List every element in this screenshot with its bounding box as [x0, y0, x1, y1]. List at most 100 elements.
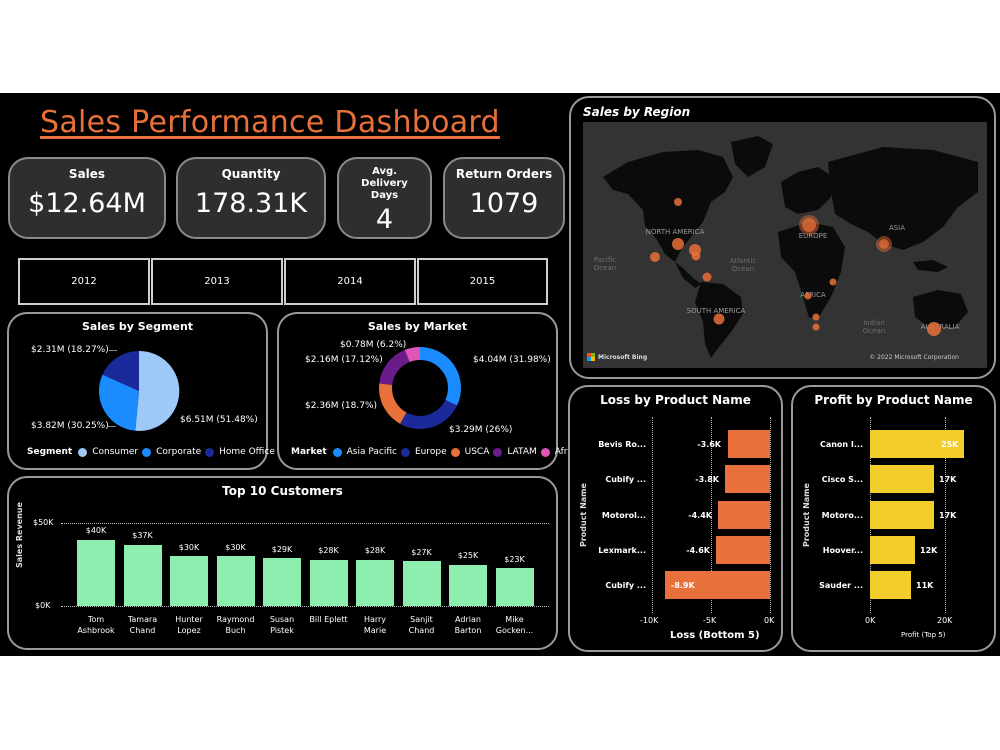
bar[interactable]	[449, 564, 487, 606]
category-label: Motorol...	[601, 511, 646, 520]
bar[interactable]	[77, 539, 115, 606]
bar[interactable]	[216, 556, 255, 606]
bar[interactable]	[263, 557, 301, 606]
kpi-label: Avg. Delivery Days	[361, 166, 408, 201]
market-legend: Market Asia Pacific Europe USCA LATAM Af…	[291, 447, 580, 457]
map-bubble-east-africa[interactable]	[829, 278, 837, 286]
year-slicer-2014[interactable]: 2014	[284, 258, 416, 305]
chart-title: Profit by Product Name	[814, 393, 973, 407]
map-bubble-europe[interactable]	[802, 218, 816, 232]
x-tick-label: Mike Gocken...	[495, 615, 534, 635]
category-label: Hoover...	[822, 546, 863, 555]
legend-dot-icon	[493, 447, 503, 457]
bar[interactable]	[718, 501, 770, 529]
map-bubble-us-southeast[interactable]	[691, 251, 701, 261]
legend-item[interactable]: Europe	[414, 447, 447, 457]
bar-value-label: 11K	[916, 581, 934, 590]
bar-value-label: $30K	[225, 543, 246, 552]
legend-dot-icon	[400, 447, 410, 457]
legend-item[interactable]: LATAM	[507, 447, 537, 457]
kpi-card-sales: Sales $12.64M	[8, 157, 166, 239]
loss-by-product-panel[interactable]: Loss by Product Name Product Name Bevis …	[568, 385, 783, 652]
legend-item[interactable]: Asia Pacific	[346, 447, 397, 457]
year-slicer-2013[interactable]: 2013	[151, 258, 283, 305]
bar[interactable]	[356, 559, 394, 606]
map-bubble-asia[interactable]	[879, 239, 889, 249]
legend-dot-icon	[205, 447, 215, 457]
slice-label-consumer: $6.51M (51.48%)	[180, 415, 258, 425]
map-bubble-central-africa[interactable]	[804, 292, 812, 300]
bar-value-label: -3.6K	[697, 440, 721, 449]
bar[interactable]	[665, 571, 770, 599]
sales-by-region-panel[interactable]: Sales by Region	[569, 96, 996, 379]
x-tick-label: Harry Marie	[363, 615, 387, 635]
legend-item[interactable]: Home Office	[219, 447, 275, 457]
x-tick-label: Adrian Barton	[454, 615, 482, 635]
bar[interactable]	[725, 465, 770, 493]
x-axis-label: Profit (Top 5)	[901, 631, 946, 639]
pie-slice-corporate	[98, 374, 139, 431]
map-label-south-america: SOUTH AMERICA	[686, 307, 746, 315]
bar[interactable]	[870, 501, 934, 529]
map-bubble-us-west[interactable]	[650, 252, 660, 262]
legend-item[interactable]: USCA	[464, 447, 490, 457]
bar[interactable]	[495, 567, 534, 606]
kpi-label: Sales	[68, 167, 106, 181]
bar[interactable]	[727, 430, 770, 458]
legend-title: Segment	[27, 447, 73, 457]
map-label-north-america: NORTH AMERICA	[645, 228, 705, 236]
bar[interactable]	[715, 536, 770, 564]
legend-item[interactable]: Consumer	[92, 447, 139, 457]
segment-pie-chart[interactable]	[96, 348, 182, 434]
map-bubble-caribbean[interactable]	[702, 272, 712, 282]
bar[interactable]	[870, 536, 915, 564]
world-map[interactable]: NORTH AMERICA SOUTH AMERICA EUROPE ASIA …	[583, 122, 987, 368]
x-tick: -10K	[640, 616, 659, 625]
category-label: Motoro...	[821, 511, 863, 520]
map-bubble-australia[interactable]	[927, 322, 941, 336]
bar[interactable]	[402, 561, 441, 606]
map-label-indian: Indian Ocean	[862, 319, 886, 335]
dashboard-canvas: Sales Performance Dashboard Sales $12.64…	[0, 93, 1000, 656]
category-label: Lexmark...	[598, 546, 646, 555]
map-bubble-canada[interactable]	[674, 198, 682, 206]
world-landmass-icon	[603, 136, 978, 358]
chart-title: Loss by Product Name	[600, 393, 751, 407]
customers-bar-chart[interactable]: $40K $37K $30K $30K $29K $28K $28K $27K …	[69, 478, 544, 648]
profit-by-product-panel[interactable]: Profit by Product Name Product Name Cano…	[791, 385, 996, 652]
map-bubble-southern-africa-1[interactable]	[812, 313, 820, 321]
map-label-asia: ASIA	[888, 224, 906, 232]
x-tick-label: Susan Pistek	[269, 615, 295, 635]
x-tick: 0K	[764, 616, 775, 625]
kpi-value: 1079	[469, 188, 539, 219]
sales-by-market-panel[interactable]: Sales by Market $0.78M (6.2%) $2.16M (17…	[277, 312, 580, 470]
bar[interactable]	[870, 465, 934, 493]
top-10-customers-panel[interactable]: Top 10 Customers Sales Revenue $50K $0K …	[7, 476, 558, 650]
bar[interactable]	[309, 559, 348, 606]
map-bubble-us-central[interactable]	[672, 238, 684, 250]
legend-item[interactable]: Africa	[555, 447, 581, 457]
kpi-card-return-orders: Return Orders 1079	[443, 157, 565, 239]
legend-dot-icon	[450, 447, 460, 457]
year-slicer-2015[interactable]: 2015	[417, 258, 548, 305]
market-donut-chart[interactable]	[378, 346, 462, 430]
legend-item[interactable]: Corporate	[156, 447, 202, 457]
bar[interactable]	[123, 544, 162, 606]
bar[interactable]	[870, 430, 964, 458]
category-label: Canon I...	[819, 440, 863, 449]
legend-dot-icon	[142, 447, 152, 457]
bar[interactable]	[870, 571, 912, 599]
sales-by-segment-panel[interactable]: Sales by Segment $2.31M (18.27%) $3.82M …	[7, 312, 275, 470]
map-bubble-southern-africa-2[interactable]	[812, 323, 820, 331]
map-bubble-south-america[interactable]	[713, 313, 725, 325]
bar-value-label: -3.8K	[695, 475, 719, 484]
legend-dot-icon	[78, 447, 88, 457]
bar[interactable]	[170, 556, 208, 606]
bar-value-label: 17K	[939, 511, 957, 520]
year-slicer-2012[interactable]: 2012	[18, 258, 150, 305]
microsoft-logo-icon	[587, 353, 595, 361]
kpi-label: Quantity	[221, 167, 281, 181]
x-tick-label: Tom Ashbrook	[77, 615, 115, 635]
bar-value-label: $27K	[411, 548, 432, 557]
category-label: Cubify ...	[605, 581, 646, 590]
